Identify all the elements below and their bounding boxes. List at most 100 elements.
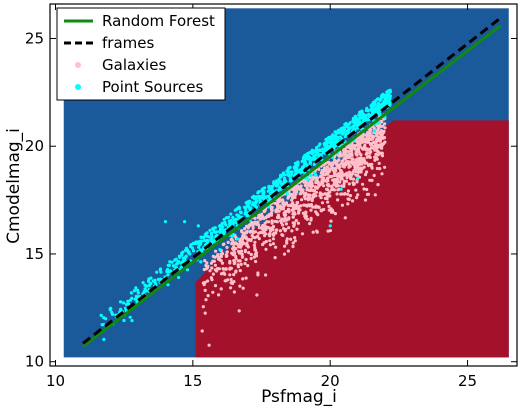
point-source-point [308, 160, 312, 164]
point-source-point [199, 242, 203, 246]
point-source-point [356, 176, 360, 181]
point-source-point [134, 294, 138, 298]
point-source-point [344, 132, 348, 136]
galaxy-point [293, 236, 297, 240]
galaxy-point [326, 200, 330, 204]
point-source-point [136, 291, 140, 295]
point-source-point [256, 190, 260, 194]
point-source-point [165, 270, 169, 274]
galaxy-point [342, 179, 346, 183]
point-source-point [295, 167, 299, 172]
galaxy-point [284, 201, 289, 205]
galaxy-point [335, 177, 339, 181]
point-source-point [194, 240, 198, 244]
point-source-point [290, 170, 294, 174]
galaxy-point [296, 221, 300, 225]
legend-label: Random Forest [102, 12, 215, 30]
galaxy-point [232, 253, 237, 257]
point-source-point [289, 174, 293, 178]
x-axis-label: Psfmag_i [261, 387, 337, 407]
y-axis-label: Cmodelmag_i [4, 128, 24, 244]
galaxy-point [360, 137, 364, 141]
galaxy-point [257, 231, 261, 235]
galaxy-point [356, 143, 360, 147]
point-source-point [370, 103, 374, 107]
galaxy-point [299, 184, 303, 188]
galaxy-point [246, 264, 250, 268]
galaxy-point [356, 149, 360, 153]
point-source-point [285, 192, 289, 196]
galaxy-point [345, 155, 349, 159]
galaxy-point [378, 144, 382, 148]
galaxy-point [289, 237, 293, 241]
point-source-point [252, 194, 256, 198]
galaxy-point [292, 207, 297, 211]
galaxy-point [234, 269, 238, 273]
galaxy-point [249, 238, 253, 243]
point-source-point [236, 214, 241, 218]
galaxy-point [213, 263, 217, 267]
point-source-point [326, 137, 330, 141]
point-source-point [361, 118, 365, 122]
point-source-point [303, 161, 307, 165]
point-source-point [159, 270, 163, 274]
y-tick-label: 10 [25, 353, 44, 371]
galaxy-point [365, 140, 369, 144]
galaxy-point [207, 343, 211, 347]
galaxy-point [299, 204, 303, 208]
galaxy-point [203, 288, 207, 292]
galaxy-point [347, 173, 351, 178]
galaxy-point [308, 188, 312, 193]
point-source-point [373, 100, 377, 104]
galaxy-point [334, 180, 338, 184]
galaxy-point [201, 305, 205, 309]
galaxy-point [345, 176, 349, 180]
galaxy-point [217, 257, 221, 261]
galaxy-point [258, 217, 262, 221]
point-source-point [272, 181, 276, 185]
point-source-point [386, 89, 390, 93]
galaxy-point [213, 284, 218, 288]
galaxy-point [318, 182, 322, 186]
point-source-point [322, 147, 326, 151]
galaxy-point [378, 151, 382, 155]
point-source-point [208, 228, 212, 232]
axis-ticks: 10 15 20 25 10 15 20 25 [25, 4, 517, 390]
galaxy-point [377, 161, 381, 165]
galaxy-point [344, 173, 348, 177]
galaxy-point [228, 259, 232, 263]
point-source-point [386, 94, 391, 98]
galaxy-point [380, 146, 384, 150]
galaxy-point [383, 165, 387, 169]
point-source-point [261, 189, 265, 193]
galaxy-point [274, 245, 278, 249]
galaxy-point [301, 211, 305, 215]
y-tick-label: 20 [25, 137, 44, 155]
point-source-point [288, 165, 292, 169]
galaxy-point [240, 252, 244, 256]
point-source-point [247, 204, 251, 209]
point-source-point [358, 115, 362, 119]
galaxy-point [302, 195, 306, 199]
galaxy-point [217, 267, 221, 271]
galaxy-point [317, 205, 321, 209]
galaxy-point [373, 148, 377, 152]
galaxy-point [276, 201, 280, 205]
point-source-point [306, 178, 310, 182]
galaxy-point [337, 166, 341, 170]
point-source-point [280, 174, 284, 178]
galaxy-point [346, 192, 350, 196]
galaxy-point [339, 154, 343, 158]
galaxy-point [273, 256, 277, 260]
galaxy-point [325, 177, 330, 181]
galaxy-point [308, 193, 312, 198]
galaxy-point [375, 131, 380, 135]
galaxy-point [255, 293, 259, 297]
galaxy-point [304, 183, 308, 187]
galaxy-point [315, 211, 319, 215]
galaxy-point [302, 180, 306, 184]
galaxy-point [373, 155, 377, 159]
point-source-point [344, 121, 348, 126]
point-source-point [214, 230, 218, 234]
